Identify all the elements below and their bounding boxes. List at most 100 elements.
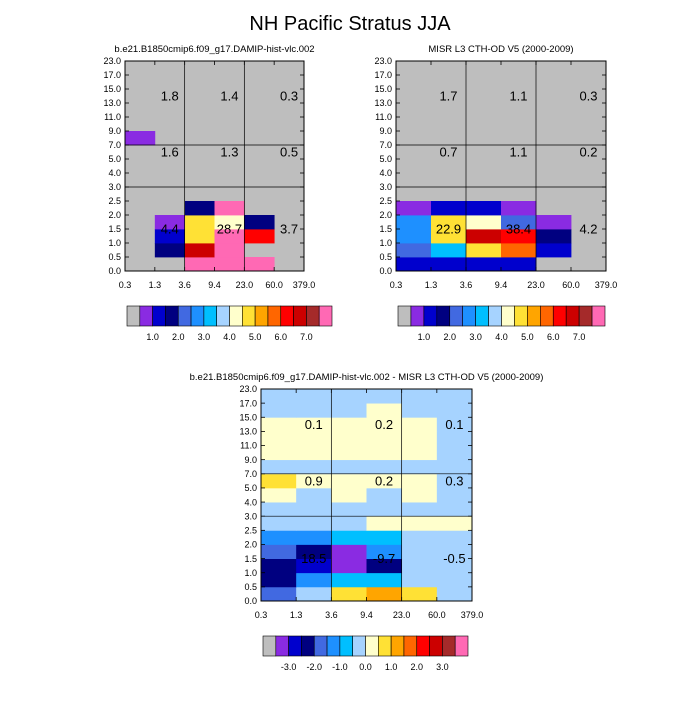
heatmap-cell bbox=[296, 389, 332, 404]
y-tick-label: 1.0 bbox=[379, 238, 392, 248]
region-value-label: 1.7 bbox=[439, 89, 457, 104]
heatmap-cell bbox=[214, 201, 245, 216]
heatmap-cell bbox=[331, 487, 367, 503]
region-value-label: 1.4 bbox=[220, 89, 238, 104]
heatmap-cell bbox=[261, 459, 297, 475]
y-tick-label: 1.5 bbox=[108, 224, 121, 234]
heatmap-cell bbox=[296, 544, 332, 559]
y-tick-label: 11.0 bbox=[375, 112, 392, 122]
heatmap-cell bbox=[436, 586, 473, 602]
heatmap-cell bbox=[466, 201, 502, 216]
heatmap-cell bbox=[436, 487, 473, 503]
heatmap-cell bbox=[396, 229, 432, 244]
colorbar-swatch bbox=[462, 305, 476, 327]
y-tick-label: 0.5 bbox=[108, 252, 121, 262]
colorbar-swatch bbox=[216, 305, 230, 327]
y-tick-label: 9.0 bbox=[108, 126, 121, 136]
heatmap-cell bbox=[401, 502, 438, 517]
heatmap-cell bbox=[214, 229, 245, 244]
panel-title: b.e21.B1850cmip6.f09_g17.DAMIP-hist-vlc.… bbox=[190, 372, 544, 383]
y-tick-label: 11.0 bbox=[104, 112, 121, 122]
heatmap-cell bbox=[366, 586, 403, 602]
heatmap-cell bbox=[466, 215, 502, 230]
heatmap-cell bbox=[214, 243, 245, 258]
colorbar-swatch bbox=[416, 635, 430, 657]
heatmap-cell bbox=[536, 243, 572, 258]
y-tick-label: 2.5 bbox=[379, 196, 392, 206]
heatmap-cell bbox=[296, 502, 332, 517]
y-tick-label: 5.0 bbox=[108, 154, 121, 164]
heatmap-cell bbox=[331, 445, 367, 461]
colorbar-label: 7.0 bbox=[300, 332, 313, 342]
heatmap-cell bbox=[296, 431, 332, 446]
heatmap-cell bbox=[366, 572, 403, 588]
x-tick-label: 9.4 bbox=[495, 280, 508, 290]
colorbar-label: 2.0 bbox=[443, 332, 456, 342]
colorbar-swatch bbox=[403, 635, 418, 657]
heatmap-cell bbox=[261, 572, 297, 588]
colorbar-swatch bbox=[449, 305, 463, 327]
heatmap-cell bbox=[396, 243, 432, 258]
heatmap-cell bbox=[184, 229, 215, 244]
colorbar-label: 6.0 bbox=[274, 332, 287, 342]
heatmap-cell bbox=[466, 243, 502, 258]
heatmap-cell bbox=[436, 417, 473, 432]
heatmap-cell bbox=[331, 502, 367, 517]
region-value-label: 38.4 bbox=[506, 222, 531, 237]
heatmap-cell bbox=[214, 215, 245, 230]
heatmap-cell bbox=[296, 445, 332, 461]
colorbar-label: 4.0 bbox=[223, 332, 236, 342]
heatmap-cell bbox=[401, 417, 438, 432]
heatmap-cell bbox=[184, 257, 215, 272]
heatmap-cell bbox=[431, 229, 467, 244]
region-value-label: 0.2 bbox=[579, 145, 597, 160]
heatmap-cell bbox=[331, 459, 367, 475]
colorbar-swatch bbox=[306, 305, 320, 327]
heatmap-cell bbox=[431, 243, 467, 258]
heatmap-cell bbox=[261, 516, 297, 531]
heatmap-cell bbox=[401, 530, 438, 545]
colorbar-swatch bbox=[501, 305, 515, 327]
colorbar-swatch bbox=[514, 305, 528, 327]
heatmap-cell bbox=[366, 431, 403, 446]
y-tick-label: 2.0 bbox=[244, 540, 257, 550]
heatmap-cell bbox=[331, 403, 367, 418]
heatmap-cell bbox=[261, 502, 297, 517]
region-value-label: -0.5 bbox=[443, 551, 465, 566]
heatmap-cell bbox=[366, 473, 403, 489]
colorbar-swatch bbox=[442, 635, 456, 657]
heatmap-cell bbox=[261, 544, 297, 559]
heatmap-cell bbox=[431, 215, 467, 230]
x-tick-label: 379.0 bbox=[461, 610, 484, 620]
colorbar-label: 5.0 bbox=[521, 332, 534, 342]
heatmap-cell bbox=[331, 431, 367, 446]
heatmap-cell bbox=[436, 459, 473, 475]
heatmap-cell bbox=[154, 215, 186, 230]
heatmap-cell bbox=[436, 445, 473, 461]
colorbar-swatch bbox=[591, 305, 606, 327]
heatmap-cell bbox=[125, 131, 156, 146]
colorbar-swatch bbox=[436, 305, 451, 327]
heatmap-cell bbox=[154, 229, 186, 244]
y-tick-label: 5.0 bbox=[379, 154, 392, 164]
heatmap-cell bbox=[331, 417, 367, 432]
y-tick-label: 23.0 bbox=[239, 384, 257, 394]
heatmap-cell bbox=[184, 215, 215, 230]
heatmap-cell bbox=[466, 229, 502, 244]
heatmap-cell bbox=[296, 487, 332, 503]
heatmap-cell bbox=[436, 558, 473, 574]
colorbar-swatch bbox=[139, 305, 153, 327]
colorbar-swatch bbox=[527, 305, 541, 327]
heatmap-cell bbox=[396, 215, 432, 230]
region-value-label: 1.6 bbox=[161, 145, 179, 160]
colorbar-swatch bbox=[165, 305, 179, 327]
heatmap-cell bbox=[401, 487, 438, 503]
colorbar-swatch bbox=[552, 305, 567, 327]
region-value-label: 0.9 bbox=[305, 473, 323, 488]
region-value-label: 4.2 bbox=[579, 222, 597, 237]
region-value-label: 3.7 bbox=[280, 222, 298, 237]
heatmap-cell bbox=[261, 431, 297, 446]
region-value-label: 0.1 bbox=[305, 417, 323, 432]
heatmap-cell bbox=[436, 544, 473, 559]
